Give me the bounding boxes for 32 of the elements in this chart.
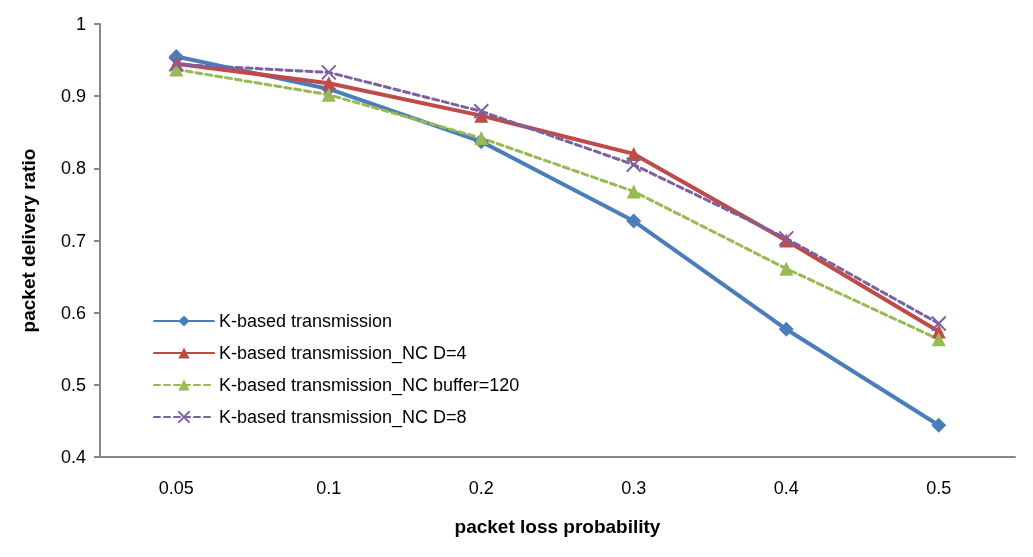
point (320, 64, 337, 81)
y-axis-title: packet delivery ratio (18, 148, 39, 333)
point (473, 103, 490, 120)
point (625, 156, 642, 173)
point (779, 261, 794, 276)
point (931, 332, 946, 347)
legend-label: K-based transmission_NC D=8 (219, 407, 467, 428)
point (931, 417, 947, 433)
x-axis-title: packet loss probability (454, 516, 661, 537)
y-tick-label: 0.8 (60, 158, 86, 179)
x-tick-label: 0.2 (468, 478, 494, 498)
point (626, 213, 642, 229)
x-tick-label: 0.3 (621, 478, 647, 498)
y-tick-label: 0.4 (60, 447, 86, 467)
y-tick-label: 0.9 (60, 86, 86, 107)
x-tick-label: 0.05 (158, 478, 194, 498)
x-tick-label: 0.1 (316, 478, 342, 498)
point (321, 76, 336, 91)
y-tick-label: 0.5 (60, 374, 86, 395)
x-tick-label: 0.4 (773, 478, 799, 498)
legend-label: K-based transmission (219, 311, 393, 331)
y-tick-label: 0.6 (60, 302, 86, 323)
point (626, 184, 641, 199)
point (930, 315, 947, 332)
y-tick-label: 1 (75, 14, 86, 34)
point (321, 87, 336, 102)
legend-label: K-based transmission_NC buffer=120 (219, 375, 520, 396)
x-tick-label: 0.5 (926, 478, 952, 498)
y-tick-label: 0.7 (60, 230, 86, 251)
point (474, 131, 489, 146)
point (778, 321, 794, 337)
legend-label: K-based transmission_NC D=4 (219, 343, 467, 364)
